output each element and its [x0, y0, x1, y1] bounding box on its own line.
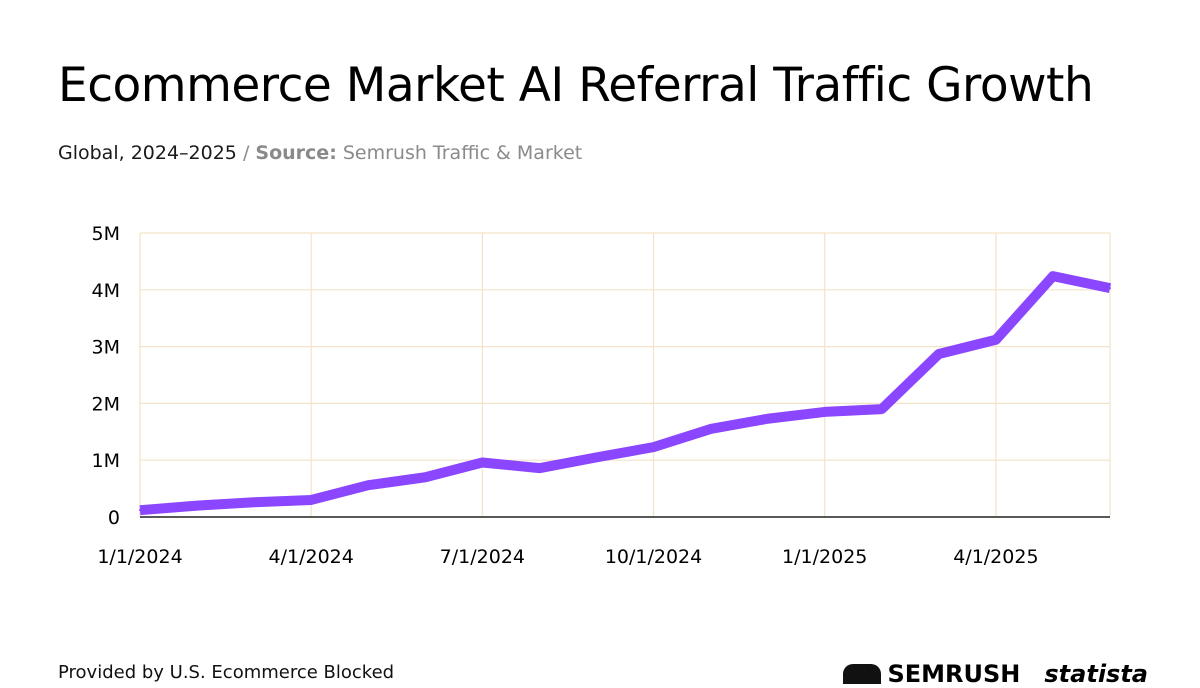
subtitle-separator: / [242, 142, 250, 164]
data-point [937, 352, 940, 355]
footer-logos: SEMRUSH statista [843, 660, 1148, 688]
semrush-mark-icon [843, 664, 882, 684]
data-point [709, 427, 712, 430]
data-point [766, 417, 769, 420]
data-point [595, 456, 598, 459]
subtitle-scope: Global, 2024–2025 [58, 142, 237, 164]
data-point [880, 408, 883, 411]
chart-title: Ecommerce Market AI Referral Traffic Gro… [58, 58, 1094, 113]
tick-labels: 0 1M 2M 3M 4M 5M 1/1/2024 4/1/2024 7/1/2024 10/1/… [92, 223, 1039, 568]
chart-subtitle: Global, 2024–2025 / Source: Semrush Traf… [58, 142, 582, 164]
data-point [196, 504, 199, 507]
y-tick-label: 5M [92, 223, 120, 245]
x-tick-label: 1/1/2025 [782, 546, 867, 568]
semrush-logo: SEMRUSH [843, 660, 1020, 688]
data-point [538, 467, 541, 470]
grid-lines [139, 232, 1111, 517]
data-point [652, 446, 655, 449]
y-tick-label: 0 [108, 507, 120, 529]
footer-caption: Provided by U.S. Ecommerce Blocked [58, 662, 395, 683]
data-point [1109, 287, 1111, 290]
data-point [139, 509, 141, 512]
x-tick-label: 4/1/2024 [269, 546, 354, 568]
data-point [253, 501, 256, 504]
x-tick-label: 7/1/2024 [440, 546, 525, 568]
data-point [481, 461, 484, 464]
source-label: Source: [255, 142, 337, 164]
data-point [367, 484, 370, 487]
data-point [823, 410, 826, 413]
y-tick-label: 4M [92, 280, 120, 302]
source-value: Semrush Traffic & Market [342, 142, 583, 164]
series-line [139, 271, 1112, 516]
y-tick-label: 3M [92, 337, 120, 359]
data-point [310, 498, 313, 501]
y-tick-label: 2M [92, 393, 120, 415]
series-layer [139, 271, 1112, 516]
x-tick-label: 10/1/2024 [605, 546, 702, 568]
data-point [994, 338, 997, 341]
x-tick-label: 1/1/2024 [97, 546, 182, 568]
data-point [1051, 275, 1054, 278]
semrush-wordmark: SEMRUSH [887, 660, 1021, 688]
statista-logo: statista [1044, 660, 1148, 688]
x-tick-label: 4/1/2025 [953, 546, 1038, 568]
data-point [424, 476, 427, 479]
y-tick-label: 1M [92, 450, 120, 472]
